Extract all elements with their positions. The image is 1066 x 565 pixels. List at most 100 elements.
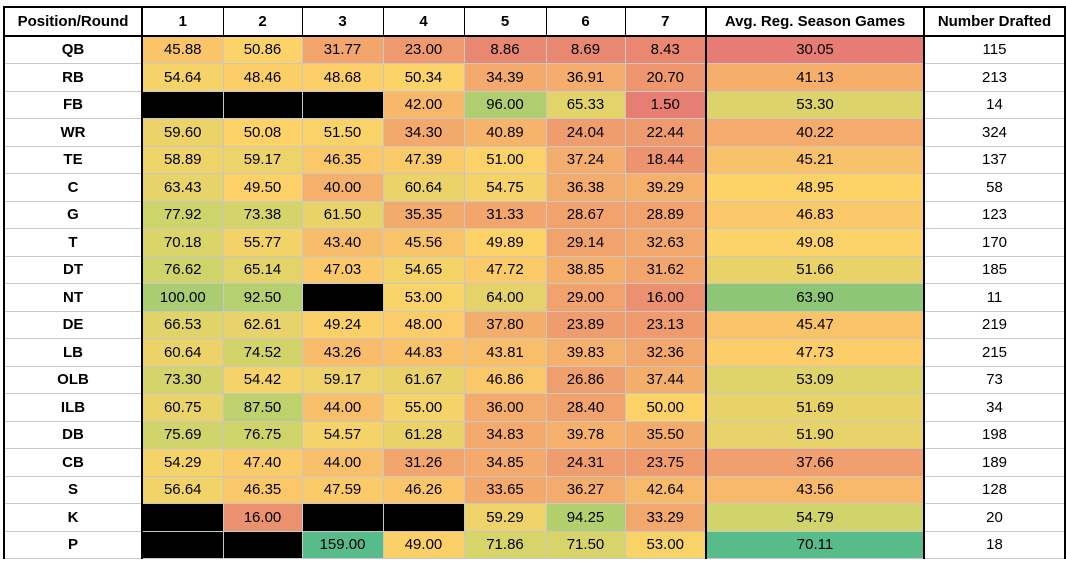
table-row: T 70.18 55.77 43.40 45.56 49.89 29.14 32.63 49.0… [3, 228, 1066, 257]
table-row: NT 100.00 92.50 53.00 64.00 29.00 16.00 63.90 11 [3, 283, 1066, 312]
round-value-cell: 87.50 [222, 393, 303, 422]
number-drafted-cell: 58 [923, 173, 1066, 202]
round-value-cell: 73.30 [141, 365, 224, 394]
round-value-cell: 35.35 [382, 200, 465, 229]
position-label: RB [3, 63, 143, 92]
number-drafted-cell: 170 [923, 228, 1066, 257]
round-value-cell: 44.00 [301, 393, 384, 422]
round-value-cell: 49.24 [301, 310, 384, 339]
round-value-cell: 55.00 [382, 393, 465, 422]
blank-cell [301, 283, 384, 312]
position-label: T [3, 228, 143, 257]
avg-games-cell: 43.56 [705, 475, 925, 504]
table-row: FB 42.00 96.00 65.33 1.50 53.30 14 [3, 90, 1066, 119]
round-value-cell: 42.00 [382, 90, 465, 119]
round-value-cell: 71.50 [545, 530, 626, 559]
round-value-cell: 1.50 [624, 90, 707, 119]
round-value-cell: 20.70 [624, 63, 707, 92]
position-label: DT [3, 255, 143, 284]
round-value-cell: 54.64 [141, 63, 224, 92]
position-label: DB [3, 420, 143, 449]
round-value-cell: 29.00 [545, 283, 626, 312]
round-value-cell: 24.31 [545, 448, 626, 477]
round-value-cell: 50.00 [624, 393, 707, 422]
round-value-cell: 23.00 [382, 35, 465, 64]
round-value-cell: 44.83 [382, 338, 465, 367]
round-value-cell: 34.83 [463, 420, 547, 449]
blank-cell [141, 90, 224, 119]
round-value-cell: 47.03 [301, 255, 384, 284]
round-value-cell: 23.13 [624, 310, 707, 339]
round-value-cell: 36.00 [463, 393, 547, 422]
table-body: QB 45.88 50.86 31.77 23.00 8.86 8.69 8.43 30.05 1… [3, 35, 1066, 559]
round-value-cell: 48.68 [301, 63, 384, 92]
number-drafted-cell: 185 [923, 255, 1066, 284]
round-value-cell: 48.00 [382, 310, 465, 339]
position-label: G [3, 200, 143, 229]
table-row: RB 54.64 48.46 48.68 50.34 34.39 36.91 20.70 41.… [3, 63, 1066, 92]
round-value-cell: 36.27 [545, 475, 626, 504]
round-value-cell: 40.89 [463, 118, 547, 147]
round-value-cell: 65.14 [222, 255, 303, 284]
position-label: CB [3, 448, 143, 477]
table-row: S 56.64 46.35 47.59 46.26 33.65 36.27 42.64 43.5… [3, 475, 1066, 504]
round-value-cell: 18.44 [624, 145, 707, 174]
round-value-cell: 73.38 [222, 200, 303, 229]
round-value-cell: 61.50 [301, 200, 384, 229]
table-row: DE 66.53 62.61 49.24 48.00 37.80 23.89 23.13 45.… [3, 310, 1066, 339]
number-drafted-cell: 123 [923, 200, 1066, 229]
round-value-cell: 64.00 [463, 283, 547, 312]
round-value-cell: 31.33 [463, 200, 547, 229]
round-value-cell: 33.65 [463, 475, 547, 504]
number-drafted-cell: 128 [923, 475, 1066, 504]
header-row: Position/Round 1 2 3 4 5 6 7 Avg. Reg. S… [3, 6, 1066, 37]
round-value-cell: 23.75 [624, 448, 707, 477]
round-value-cell: 94.25 [545, 503, 626, 532]
avg-games-cell: 40.22 [705, 118, 925, 147]
round-value-cell: 66.53 [141, 310, 224, 339]
column-header: Number Drafted [923, 6, 1066, 37]
round-value-cell: 77.92 [141, 200, 224, 229]
table-row: G 77.92 73.38 61.50 35.35 31.33 28.67 28.89 46.8… [3, 200, 1066, 229]
number-drafted-cell: 137 [923, 145, 1066, 174]
position-label: OLB [3, 365, 143, 394]
avg-games-cell: 63.90 [705, 283, 925, 312]
round-value-cell: 60.75 [141, 393, 224, 422]
number-drafted-cell: 20 [923, 503, 1066, 532]
avg-games-cell: 51.66 [705, 255, 925, 284]
round-value-cell: 31.77 [301, 35, 384, 64]
position-label: LB [3, 338, 143, 367]
round-value-cell: 44.00 [301, 448, 384, 477]
round-value-cell: 16.00 [222, 503, 303, 532]
round-value-cell: 31.62 [624, 255, 707, 284]
round-value-cell: 56.64 [141, 475, 224, 504]
round-value-cell: 54.65 [382, 255, 465, 284]
avg-games-cell: 70.11 [705, 530, 925, 559]
round-value-cell: 51.50 [301, 118, 384, 147]
round-value-cell: 54.42 [222, 365, 303, 394]
round-value-cell: 36.91 [545, 63, 626, 92]
number-drafted-cell: 115 [923, 35, 1066, 64]
table-row: CB 54.29 47.40 44.00 31.26 34.85 24.31 23.75 37.… [3, 448, 1066, 477]
round-value-cell: 47.40 [222, 448, 303, 477]
round-value-cell: 28.40 [545, 393, 626, 422]
avg-games-cell: 53.30 [705, 90, 925, 119]
table-row: TE 58.89 59.17 46.35 47.39 51.00 37.24 18.44 45.… [3, 145, 1066, 174]
round-value-cell: 46.86 [463, 365, 547, 394]
round-value-cell: 54.75 [463, 173, 547, 202]
round-value-cell: 92.50 [222, 283, 303, 312]
round-value-cell: 16.00 [624, 283, 707, 312]
round-value-cell: 31.26 [382, 448, 465, 477]
column-header: 5 [463, 6, 547, 37]
blank-cell [301, 90, 384, 119]
avg-games-cell: 30.05 [705, 35, 925, 64]
avg-games-cell: 45.47 [705, 310, 925, 339]
round-value-cell: 48.46 [222, 63, 303, 92]
table-row: LB 60.64 74.52 43.26 44.83 43.81 39.83 32.36 47.… [3, 338, 1066, 367]
round-value-cell: 65.33 [545, 90, 626, 119]
round-value-cell: 74.52 [222, 338, 303, 367]
round-value-cell: 53.00 [624, 530, 707, 559]
round-value-cell: 159.00 [301, 530, 384, 559]
round-value-cell: 49.89 [463, 228, 547, 257]
table-row: C 63.43 49.50 40.00 60.64 54.75 36.38 39.29 48.9… [3, 173, 1066, 202]
